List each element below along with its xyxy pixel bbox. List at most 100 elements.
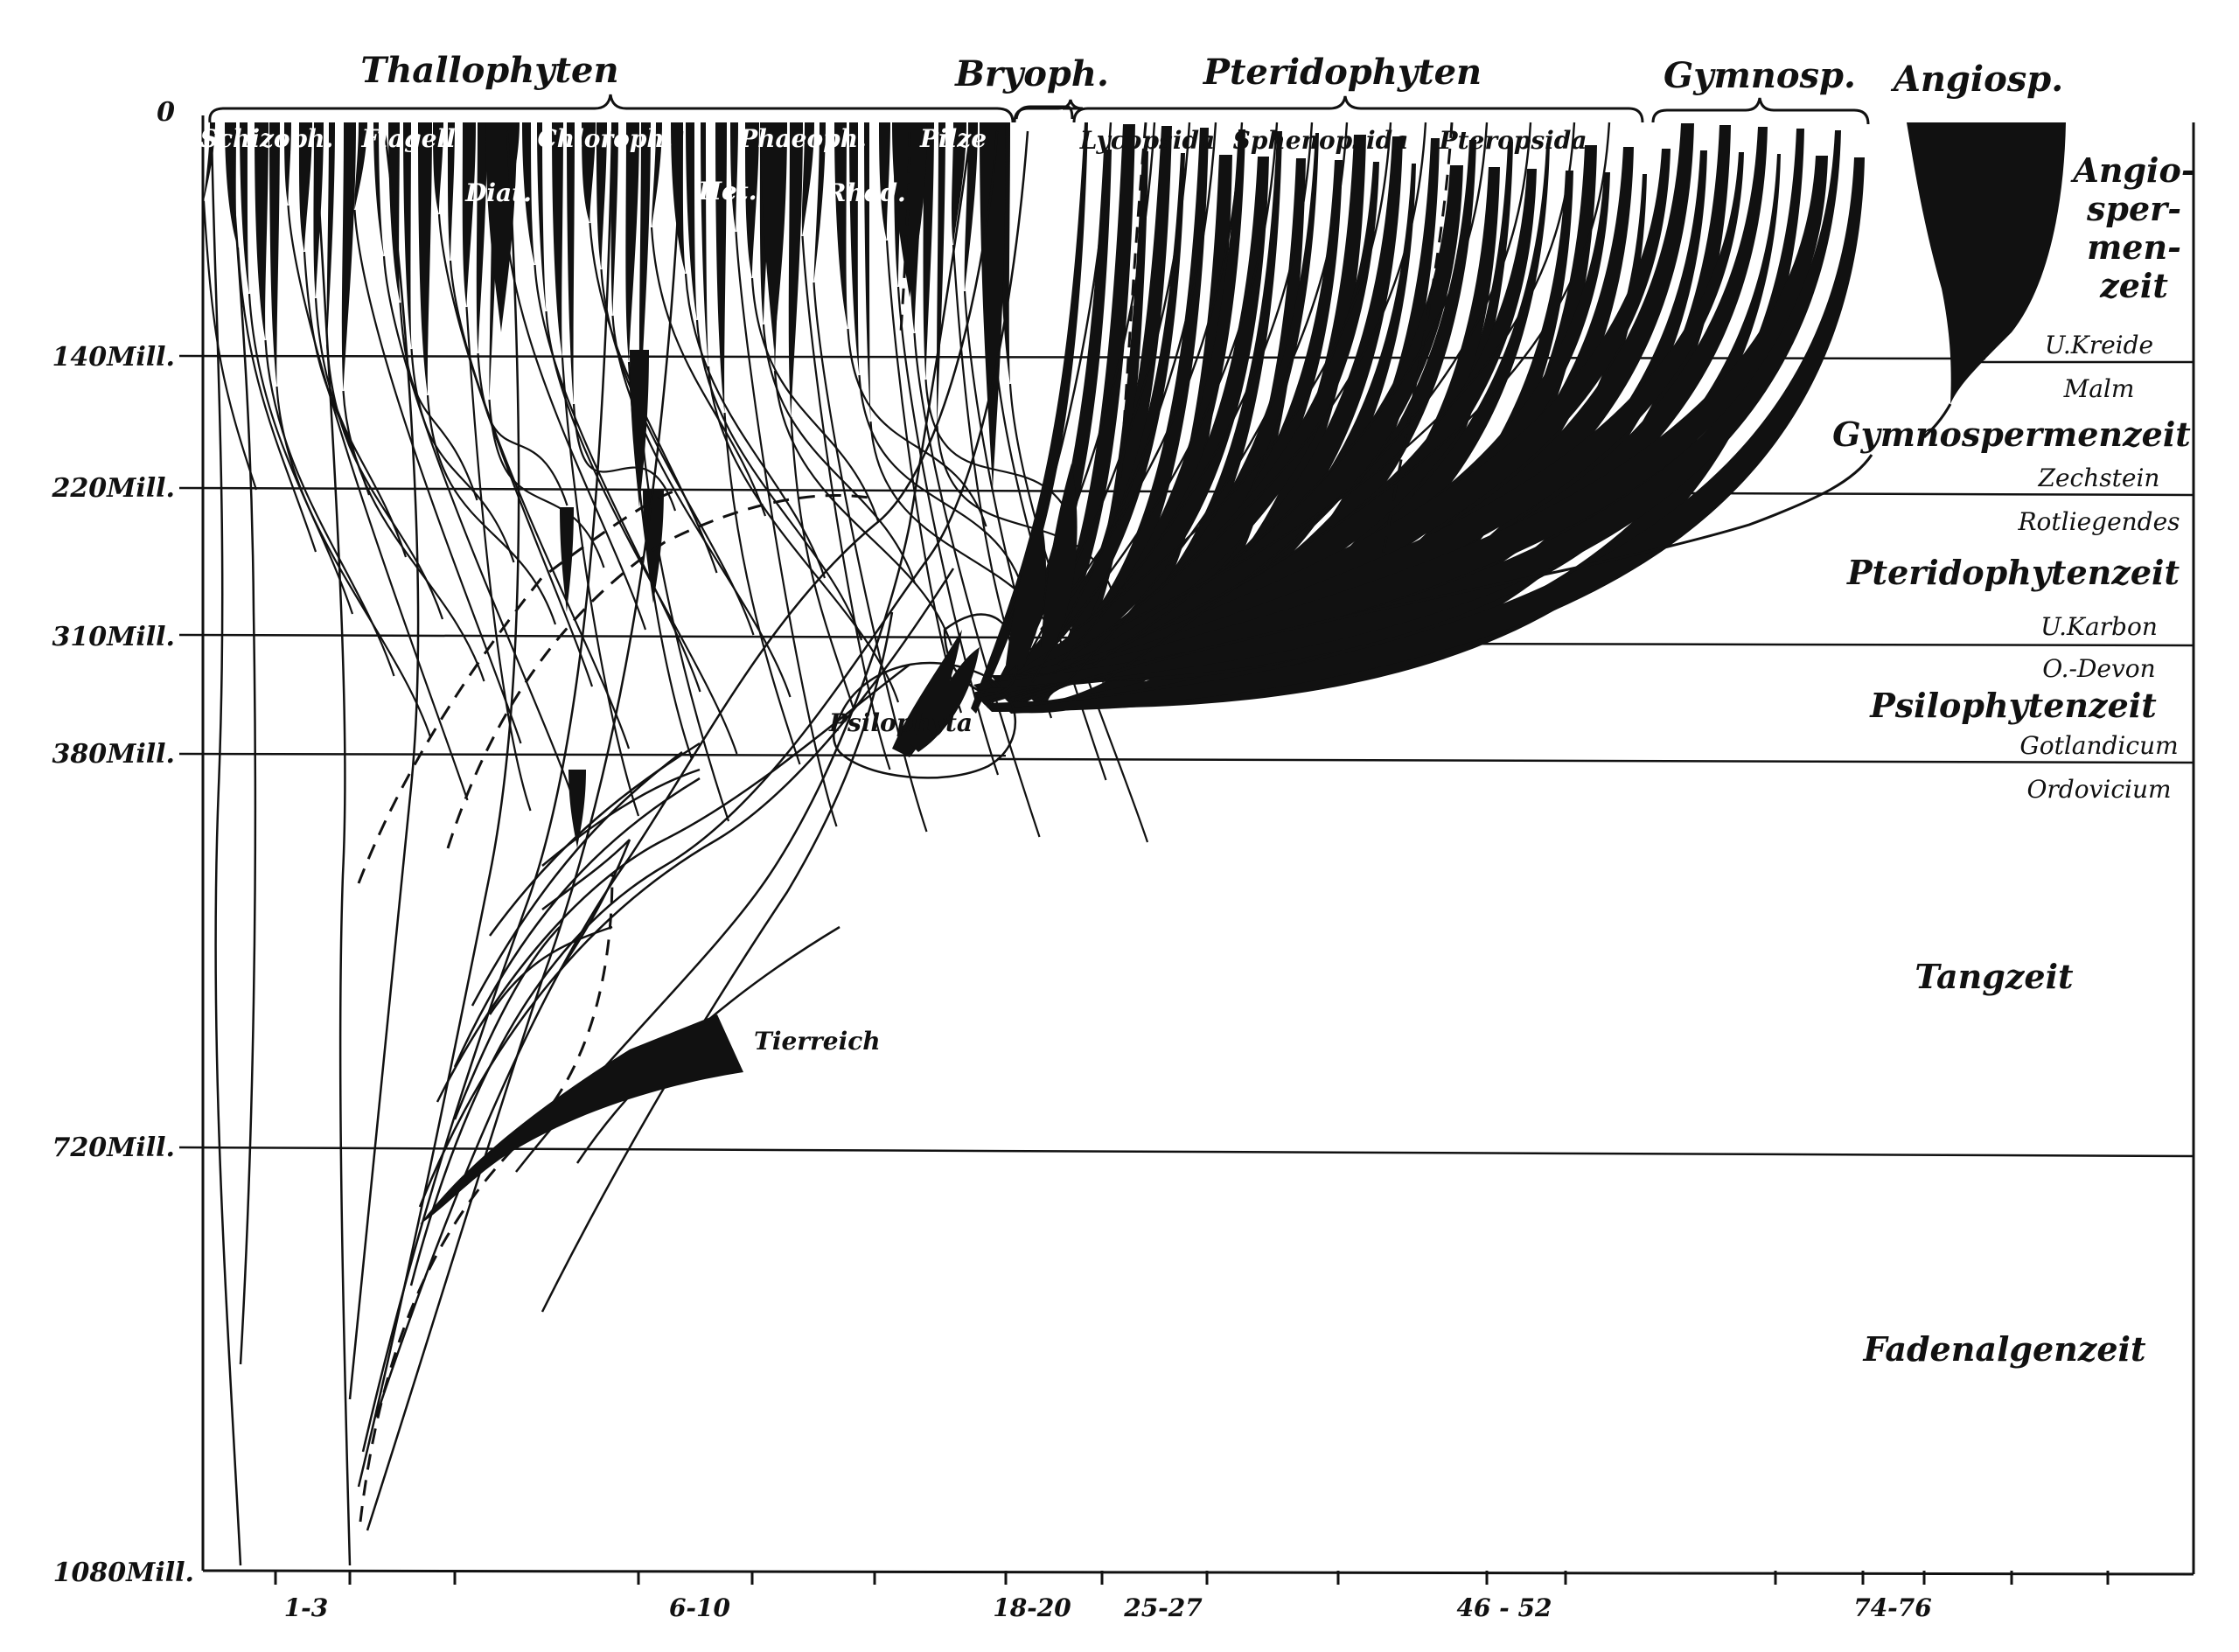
thallophyta-lineage-bar	[476, 122, 487, 353]
thallophyta-lineage-blob	[568, 770, 586, 848]
root-line	[453, 926, 561, 1120]
pteridophyta-lineage-line	[1084, 122, 1427, 648]
thallophyta-lineage-bar	[745, 122, 759, 278]
root-line	[515, 130, 973, 1173]
time-label-1080: 1080Mill.	[53, 1558, 194, 1588]
thallophyta-lineage-bar	[418, 122, 432, 395]
stage-label-malm: Malm	[2063, 374, 2135, 403]
subgroup-label-lycopsida: Lycopsida	[1079, 126, 1215, 155]
stage-label-o-devon: O.-Devon	[2042, 654, 2155, 683]
pteridophyta-lineage-line	[1066, 122, 1349, 683]
thallophyta-lineage-bar	[582, 122, 596, 223]
thallophyta-lineage-bar	[522, 122, 535, 265]
thallophyta-lineage-line	[707, 366, 900, 703]
vascular-lineage	[1010, 162, 1379, 709]
thallophyta-lineage-bar	[537, 122, 547, 311]
dashed-lineage	[1380, 122, 1454, 561]
thallophyta-lineage-line	[924, 379, 1078, 533]
tierreich-wedge: Tierreich	[420, 1014, 881, 1224]
thallophyta-lineage-bar	[686, 122, 697, 320]
time-line-380	[178, 752, 1007, 757]
x-tick-label-1-3: 1-3	[284, 1593, 329, 1622]
thallophyta-lineage-bar	[923, 122, 934, 380]
schizoph-root-line	[210, 130, 242, 1566]
root-line	[488, 742, 701, 937]
thallophyta-lineage-line	[650, 227, 767, 517]
bracket-thallophyten	[208, 94, 1015, 123]
thallophyta-lineage-bar	[964, 122, 978, 291]
thallophyta-lineage-line	[545, 310, 738, 755]
time-label-0: 0	[157, 97, 175, 128]
psilophyta-group: Psilophyta	[828, 613, 1018, 779]
thallophyta-lineage-bar	[864, 122, 871, 422]
era-label-angio-4: zeit	[2099, 266, 2168, 305]
root-line	[558, 839, 631, 972]
thallophyta-lineage-bar	[610, 122, 618, 316]
thallophyta-lineage-line	[801, 235, 891, 770]
thallophyta-lineage-line	[477, 352, 568, 506]
thallophyta-lineage-line	[723, 412, 801, 765]
thallophyta-lineage-bar	[879, 122, 890, 240]
x-tick-label-25-27: 25-27	[1123, 1593, 1203, 1622]
subgroup-label-pteropsida: Pteropsida	[1439, 126, 1587, 155]
vascular-lineage	[1007, 165, 1463, 706]
pteridophyta-lineage-line	[1101, 122, 1532, 684]
thallophyta-lineage-bar	[373, 122, 384, 256]
stage-label-rotliegendes: Rotliegendes	[2017, 507, 2180, 536]
root-line	[541, 839, 631, 911]
stage-label-zechstein: Zechstein	[2038, 464, 2160, 492]
thallophyta-lineage-blob	[630, 350, 649, 507]
time-line-380-right	[996, 757, 2194, 764]
root-line	[453, 777, 701, 1068]
group-label-thallophyten: Thallophyten	[360, 50, 618, 91]
thallophyta-lineage-line	[314, 297, 408, 558]
era-label-tang: Tangzeit	[1915, 957, 2074, 996]
thallophyta-lineage-bar	[715, 122, 727, 413]
group-label-angiosp: Angiosp.	[1890, 59, 2063, 100]
thallophyta-lineage-line	[762, 324, 917, 584]
thallophyta-lineage-bar	[651, 122, 662, 227]
x-tick-label-6-10: 6-10	[669, 1593, 731, 1622]
thallophyta-lineage-bar	[952, 122, 966, 245]
pteridophyta-lineage-line	[1049, 122, 1279, 648]
thallophyta-lineage-blob	[980, 122, 1006, 490]
era-label-pterido: Pteridophytenzeit	[1846, 553, 2180, 592]
stage-label-u-kreide: U.Kreide	[2045, 331, 2153, 359]
gymnosperm-lineage-line	[1014, 454, 1873, 701]
pteridophyta-lineage-line	[1119, 122, 1611, 649]
root-line	[361, 130, 614, 1453]
thallophyta-lineage-bar	[936, 122, 945, 426]
root-line	[357, 130, 520, 1488]
thallophyta-lineage-bar	[567, 122, 575, 404]
tierreich-shape	[420, 1014, 743, 1224]
thallophyta-lineage-blob	[560, 507, 574, 612]
thallophyta-lineage-line	[750, 277, 880, 522]
vascular-lineage	[984, 153, 1185, 701]
thallophyta-lineage-line	[426, 394, 557, 625]
thallophyta-lineage-line	[952, 244, 1016, 657]
thallophyta-lineage-line	[735, 231, 838, 827]
vascular-lineages	[971, 122, 1873, 714]
thallophyta-lineage-bar	[788, 122, 803, 417]
era-label-angio-2: sper-	[2086, 189, 2181, 228]
bracket-bryoph-right	[1015, 105, 1074, 120]
thallophyta-lineage-line	[287, 205, 469, 801]
time-line-720	[178, 1146, 2194, 1158]
pteridophyta-lineage-line	[1030, 122, 1217, 683]
thallophyta-lineage-line	[488, 399, 605, 568]
thallophyta-lineage-line	[202, 200, 258, 491]
bottom-axis-line	[202, 1569, 2194, 1576]
bryophyta-shapes	[1006, 464, 1078, 665]
root-line	[348, 130, 420, 1400]
root-line	[366, 130, 684, 1531]
subgroup-label-diat: Diat.	[464, 178, 532, 207]
root-lineages	[210, 130, 1029, 1566]
bracket-gymnosp	[1651, 97, 1870, 125]
pteridophyta-lineage-line	[1075, 122, 1392, 631]
thallophyta-lineage-bar	[269, 122, 280, 387]
thallophyta-lineage-line	[534, 264, 701, 693]
vascular-lineage	[980, 149, 1671, 705]
x-tick-label-18-20: 18-20	[993, 1593, 1071, 1622]
stage-label-gotlandicum: Gotlandicum	[2019, 731, 2178, 760]
group-label-pteridophyten: Pteridophyten	[1203, 52, 1482, 93]
